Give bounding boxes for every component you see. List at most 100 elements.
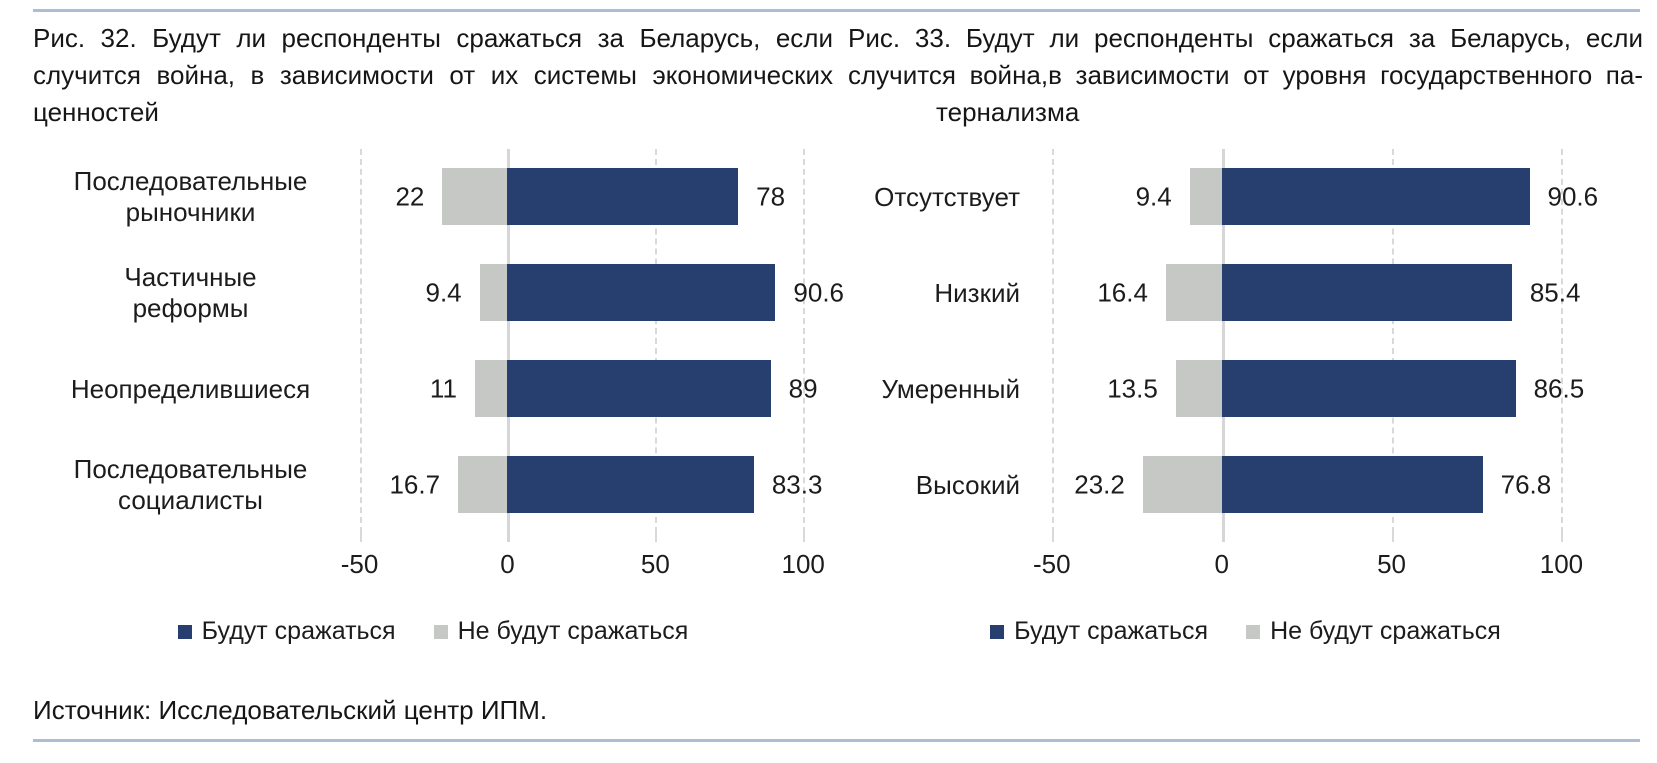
bar-negative bbox=[1175, 360, 1222, 417]
legend-swatch-will-fight bbox=[990, 624, 1005, 639]
bar-positive bbox=[507, 168, 739, 225]
axis-tick-mark bbox=[507, 533, 511, 542]
figure-title: Рис. 33. Будут ли респонденты сражаться … bbox=[848, 20, 1643, 131]
legend-label: Будут сражаться bbox=[201, 617, 396, 645]
x-axis: -50 0 50 100 bbox=[330, 533, 825, 587]
plot-area: 9.4 90.6 16.4 85.4 13.5 86.5 23.2 76.8 bbox=[1028, 149, 1643, 533]
bar-row: 13.5 86.5 bbox=[1028, 341, 1643, 437]
bar-positive bbox=[1221, 168, 1530, 225]
category-labels: Последовательные рыночники Частичные рефо… bbox=[33, 149, 330, 533]
bar-row: 16.7 83.3 bbox=[330, 437, 822, 533]
gridline bbox=[803, 149, 806, 533]
legend-label: Не будут сражаться bbox=[1270, 617, 1501, 645]
figure-33: Рис. 33. Будут ли респонденты сражаться … bbox=[848, 20, 1643, 646]
value-label-negative: 11 bbox=[429, 373, 457, 404]
gridline bbox=[359, 149, 362, 533]
bar-negative bbox=[474, 360, 508, 417]
figures-row: Рис. 32. Будут ли респонденты сражаться … bbox=[33, 20, 1643, 646]
source-line: Источник: Исследовательский центр ИПМ. bbox=[33, 695, 548, 725]
axis-tick-mark bbox=[655, 533, 658, 542]
chart-area: Последовательные рыночники Частичные рефо… bbox=[33, 149, 844, 533]
value-label-negative: 22 bbox=[395, 181, 425, 212]
bar-row: 16.4 85.4 bbox=[1028, 245, 1643, 341]
bar-negative bbox=[1189, 168, 1222, 225]
x-axis: -50 0 50 100 bbox=[1028, 533, 1643, 587]
legend-swatch-will-fight bbox=[177, 624, 192, 639]
gridline bbox=[1051, 149, 1054, 533]
value-label-positive: 89 bbox=[788, 373, 818, 404]
figure-title-line: случится война, в зависимости от их сист… bbox=[33, 60, 833, 90]
value-label-negative: 23.2 bbox=[1074, 469, 1125, 500]
legend-label: Будут сражаться bbox=[1014, 617, 1209, 645]
value-label-positive: 86.5 bbox=[1533, 373, 1585, 404]
value-label-positive: 83.3 bbox=[771, 469, 823, 500]
bar-negative bbox=[1165, 264, 1222, 321]
figure-title-line: случится война,в зависимости от уровня г… bbox=[848, 60, 1643, 90]
bar-row: 22 78 bbox=[330, 149, 818, 245]
figure-title-line: ценностей bbox=[33, 97, 159, 127]
chart-area: Отсутствует Низкий Умеренный Высокий 9.4 90.6… bbox=[848, 149, 1643, 533]
axis-tick-label: 0 bbox=[1214, 549, 1229, 579]
legend-label: Не будут сражаться bbox=[457, 617, 689, 645]
bar-negative bbox=[442, 168, 508, 225]
category-label: Отсутствует bbox=[874, 181, 1020, 212]
value-label-positive: 85.4 bbox=[1529, 277, 1581, 308]
plot-area: 22 78 9.4 90.6 11 89 16.7 83.3 bbox=[330, 149, 844, 533]
category-label: Высокий bbox=[915, 469, 1020, 500]
value-label-negative: 16.7 bbox=[389, 469, 441, 500]
legend: Будут сражаться Не будут сражаться bbox=[33, 617, 833, 646]
value-label-negative: 16.4 bbox=[1097, 277, 1148, 308]
bar-positive bbox=[507, 264, 776, 321]
bar-row: 11 89 bbox=[330, 341, 818, 437]
bar-positive bbox=[1221, 360, 1516, 417]
bar-positive bbox=[507, 360, 771, 417]
legend-swatch-will-not-fight bbox=[1246, 624, 1261, 639]
legend-entry: Будут сражаться bbox=[990, 617, 1208, 646]
legend-entry: Будут сражаться bbox=[177, 617, 396, 646]
bar-row: 9.4 90.6 bbox=[1028, 149, 1643, 245]
zero-axis-line bbox=[1221, 149, 1225, 533]
axis-tick-mark bbox=[359, 533, 362, 542]
value-label-negative: 9.4 bbox=[1135, 181, 1172, 212]
bar-positive bbox=[507, 456, 754, 513]
bar-positive bbox=[1221, 456, 1483, 513]
category-label: Частичные реформы bbox=[124, 262, 257, 323]
figure-title-line: тернализма bbox=[936, 97, 1080, 127]
bar-negative bbox=[479, 264, 508, 321]
value-label-positive: 76.8 bbox=[1500, 469, 1552, 500]
bar-positive bbox=[1221, 264, 1512, 321]
value-label-positive: 90.6 bbox=[1547, 181, 1599, 212]
axis-tick-mark bbox=[1391, 533, 1394, 542]
category-label: Умеренный bbox=[881, 373, 1020, 404]
category-label: Низкий bbox=[934, 277, 1020, 308]
axis-tick-label: 50 bbox=[640, 549, 670, 579]
axis-tick-label: -50 bbox=[340, 549, 379, 579]
axis-tick-label: -50 bbox=[1032, 549, 1071, 579]
legend-entry: Не будут сражаться bbox=[433, 617, 689, 646]
bar-negative bbox=[1142, 456, 1222, 513]
axis-tick-label: 100 bbox=[1539, 549, 1584, 579]
axis-tick-mark bbox=[1051, 533, 1054, 542]
legend-entry: Не будут сражаться bbox=[1246, 617, 1501, 646]
figure-32: Рис. 32. Будут ли респонденты сражаться … bbox=[33, 20, 844, 646]
zero-axis-line bbox=[507, 149, 511, 533]
axis-tick-mark bbox=[803, 533, 806, 542]
figure-title-line: Рис. 33. Будут ли респонденты сражаться … bbox=[848, 23, 1643, 53]
value-label-positive: 78 bbox=[756, 181, 786, 212]
axis-tick-mark bbox=[1561, 533, 1564, 542]
axis-tick-label: 0 bbox=[500, 549, 515, 579]
figure-title: Рис. 32. Будут ли респонденты сражаться … bbox=[33, 20, 833, 131]
gridline bbox=[655, 149, 658, 533]
bar-row: 23.2 76.8 bbox=[1028, 437, 1643, 533]
axis-tick-label: 50 bbox=[1377, 549, 1407, 579]
gridline bbox=[1561, 149, 1564, 533]
category-label: Последовательные рыночники bbox=[73, 166, 308, 227]
category-labels: Отсутствует Низкий Умеренный Высокий bbox=[848, 149, 1028, 533]
axis-tick-mark bbox=[1221, 533, 1225, 542]
figure-title-line: Рис. 32. Будут ли респонденты сражаться … bbox=[33, 23, 833, 53]
category-label: Последовательные социалисты bbox=[73, 454, 308, 515]
category-label: Неопределившиеся bbox=[70, 373, 311, 404]
value-label-positive: 90.6 bbox=[793, 277, 845, 308]
value-label-negative: 13.5 bbox=[1107, 373, 1158, 404]
